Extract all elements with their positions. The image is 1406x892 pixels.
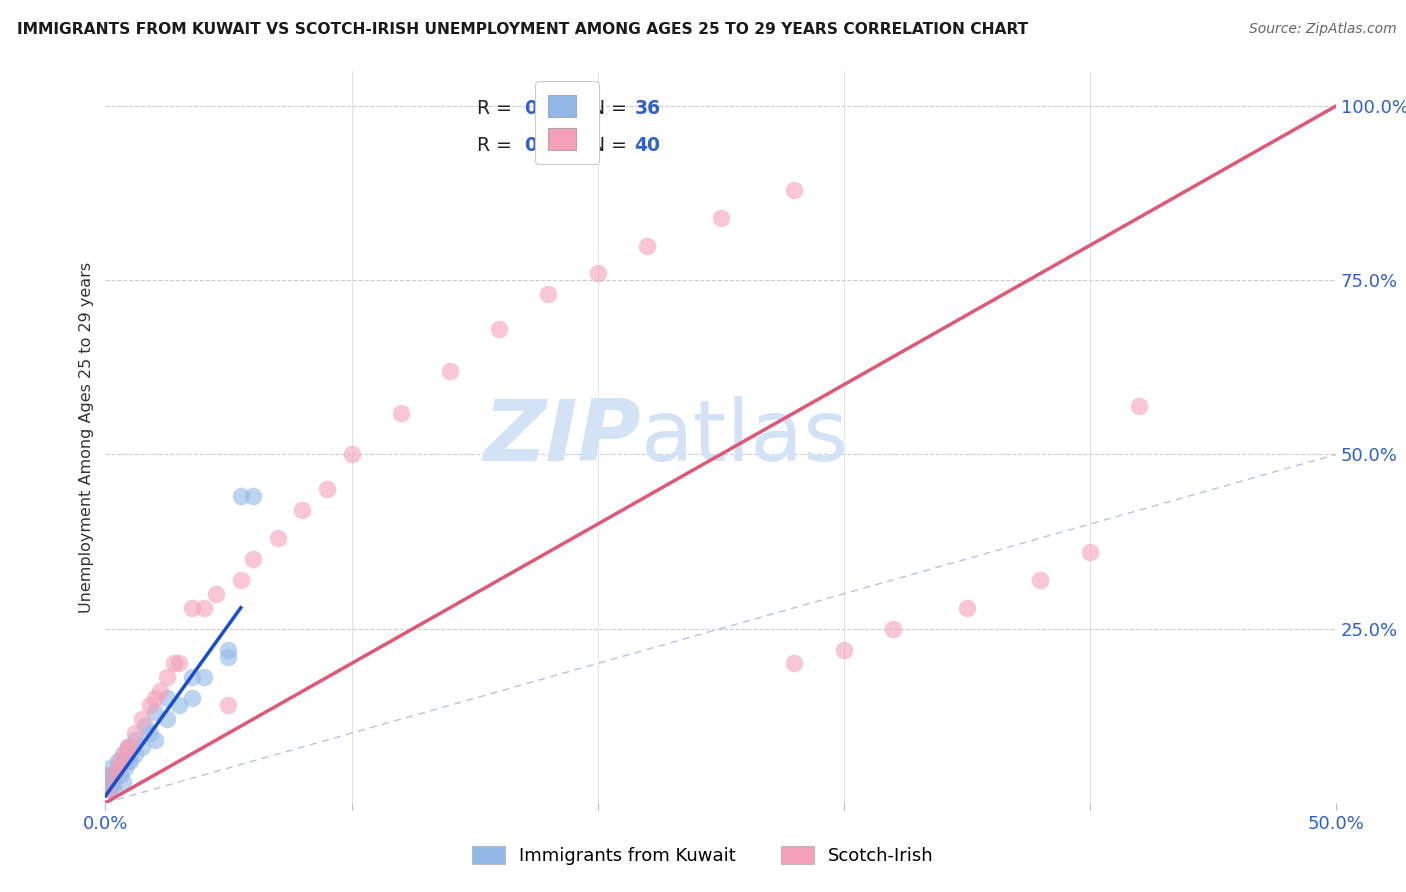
Point bbox=[218, 649, 240, 664]
Point bbox=[143, 733, 166, 747]
Point bbox=[315, 483, 337, 497]
Point bbox=[110, 768, 132, 782]
Point bbox=[124, 726, 146, 740]
Point bbox=[193, 670, 215, 684]
Point bbox=[636, 238, 658, 252]
Point bbox=[107, 754, 129, 768]
Point bbox=[1029, 573, 1052, 587]
Point bbox=[218, 698, 240, 713]
Point bbox=[97, 781, 120, 796]
Point bbox=[131, 740, 153, 755]
Legend: , : , bbox=[534, 81, 599, 164]
Point bbox=[163, 657, 186, 671]
Point bbox=[114, 761, 136, 775]
Point bbox=[1128, 399, 1150, 413]
Point bbox=[783, 183, 806, 197]
Point bbox=[193, 600, 215, 615]
Point bbox=[111, 747, 134, 761]
Point bbox=[1078, 545, 1101, 559]
Point bbox=[229, 573, 252, 587]
Point bbox=[229, 489, 252, 503]
Text: IMMIGRANTS FROM KUWAIT VS SCOTCH-IRISH UNEMPLOYMENT AMONG AGES 25 TO 29 YEARS CO: IMMIGRANTS FROM KUWAIT VS SCOTCH-IRISH U… bbox=[17, 22, 1028, 37]
Point bbox=[169, 698, 191, 713]
Point bbox=[117, 740, 139, 755]
Point bbox=[267, 531, 290, 545]
Point bbox=[156, 691, 179, 706]
Point bbox=[101, 775, 124, 789]
Point bbox=[832, 642, 855, 657]
Point bbox=[120, 740, 141, 755]
Point bbox=[138, 698, 162, 713]
Point bbox=[242, 552, 264, 566]
Point bbox=[439, 364, 461, 378]
Text: R =: R = bbox=[477, 136, 517, 154]
Text: R =: R = bbox=[477, 99, 517, 118]
Text: 0.794: 0.794 bbox=[524, 136, 583, 154]
Point bbox=[107, 761, 129, 775]
Point bbox=[956, 600, 979, 615]
Point bbox=[97, 781, 120, 796]
Text: N =: N = bbox=[574, 136, 633, 154]
Point bbox=[156, 670, 179, 684]
Text: 40: 40 bbox=[634, 136, 661, 154]
Point bbox=[389, 406, 412, 420]
Point bbox=[291, 503, 314, 517]
Text: 36: 36 bbox=[634, 99, 661, 118]
Point bbox=[149, 684, 172, 698]
Point bbox=[98, 781, 122, 796]
Point bbox=[101, 768, 124, 782]
Legend: Immigrants from Kuwait, Scotch-Irish: Immigrants from Kuwait, Scotch-Irish bbox=[463, 837, 943, 874]
Y-axis label: Unemployment Among Ages 25 to 29 years: Unemployment Among Ages 25 to 29 years bbox=[79, 261, 94, 613]
Point bbox=[180, 670, 202, 684]
Point bbox=[111, 775, 134, 789]
Point bbox=[101, 768, 124, 782]
Point bbox=[131, 712, 153, 726]
Point bbox=[134, 719, 156, 733]
Point bbox=[156, 712, 179, 726]
Point bbox=[710, 211, 733, 225]
Point bbox=[117, 754, 139, 768]
Point bbox=[107, 761, 129, 775]
Point bbox=[101, 781, 124, 796]
Point bbox=[537, 287, 560, 301]
Point bbox=[180, 600, 202, 615]
Point bbox=[169, 657, 191, 671]
Text: N =: N = bbox=[574, 99, 633, 118]
Text: ZIP: ZIP bbox=[484, 395, 641, 479]
Point bbox=[97, 768, 120, 782]
Point bbox=[104, 768, 127, 782]
Point bbox=[340, 448, 363, 462]
Point bbox=[143, 705, 166, 719]
Point bbox=[488, 322, 510, 336]
Point bbox=[98, 761, 122, 775]
Point bbox=[143, 691, 166, 706]
Point bbox=[205, 587, 228, 601]
Point bbox=[138, 726, 162, 740]
Point bbox=[218, 642, 240, 657]
Point bbox=[114, 747, 136, 761]
Point bbox=[124, 747, 146, 761]
Point bbox=[242, 489, 264, 503]
Point bbox=[110, 754, 132, 768]
Text: atlas: atlas bbox=[641, 395, 849, 479]
Text: 0.314: 0.314 bbox=[524, 99, 582, 118]
Point bbox=[180, 691, 202, 706]
Point bbox=[586, 266, 609, 280]
Point bbox=[882, 622, 904, 636]
Point bbox=[783, 657, 806, 671]
Point bbox=[117, 740, 139, 755]
Point bbox=[98, 775, 122, 789]
Point bbox=[120, 754, 141, 768]
Point bbox=[97, 775, 120, 789]
Text: Source: ZipAtlas.com: Source: ZipAtlas.com bbox=[1249, 22, 1396, 37]
Point bbox=[124, 733, 146, 747]
